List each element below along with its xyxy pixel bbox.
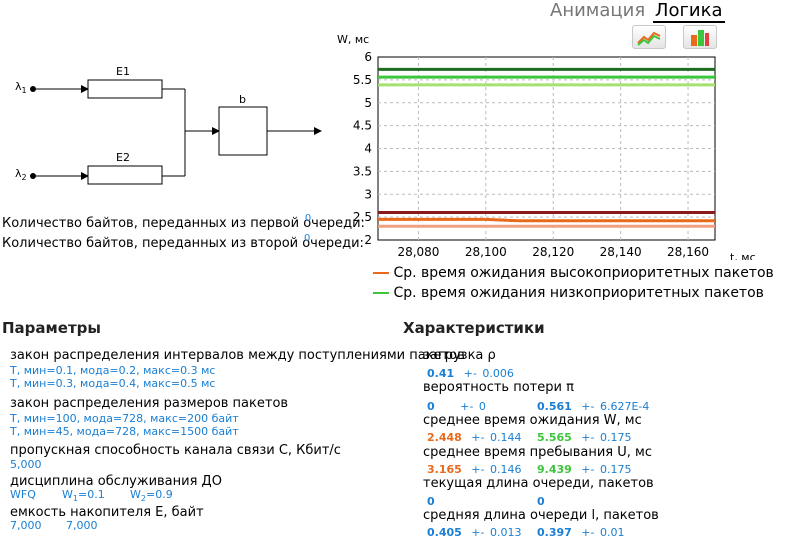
y-tick-label: 5.5 [353,73,372,87]
x-tick-label: 28,080 [397,245,439,259]
wait-time-chart: 2 2.5 3 3.5 4 4.5 5 5.5 6 28,080 28,100 28,120 28,14… [337,33,756,260]
size-law-1: T, мин=100, мода=728, макс=200 байт [10,412,239,425]
tab-logic[interactable]: Логика [652,0,725,23]
bytes-first-queue: Количество байтов, переданных из первой … [2,213,365,231]
stay-label: среднее время пребывания U, мс [423,445,652,460]
x-tick-label: 28,120 [532,245,574,259]
bytes-second-queue: Количество байтов, переданных из второй … [2,233,364,251]
queue-e1-box [87,79,163,99]
y-tick-label: 6 [364,50,372,64]
avg-queue-1: 0.405 +- 0.013 [427,526,522,539]
weight-1: W1=0.1 [62,488,105,504]
bandwidth-label: пропускная способность канала связи C, К… [10,443,341,458]
load-value: 0.41 +- 0.006 [427,367,514,380]
discipline-label: дисциплина обслуживания ДО [10,474,222,489]
arrival-law-2: T, мин=0.3, мода=0.4, макс=0.5 мс [10,377,216,390]
server-box [218,106,268,156]
queue-e1-label: E1 [116,65,130,78]
buffer-value-1: 7,000 [10,519,42,532]
x-tick-label: 28,160 [667,245,709,259]
weight-2: W2=0.9 [130,488,173,504]
size-law-label: закон распределения размеров пакетов [10,396,289,411]
queue-e2-box [87,165,163,185]
bar-chart-button[interactable] [683,25,717,49]
legend-low-swatch [373,292,389,294]
x-tick-label: 28,140 [600,245,642,259]
loss-value-1: 0 +- 0 [427,400,486,413]
server-label: b [239,93,246,106]
x-tick-label: 28,100 [465,245,507,259]
params-title: Параметры [2,319,101,337]
stay-value-1: 3.165 +- 0.146 [427,463,522,476]
wait-value-1: 2.448 +- 0.144 [427,431,522,444]
y-tick-label: 2 [364,233,372,247]
y-tick-label: 5 [364,96,372,110]
chars-title: Характеристики [403,319,545,337]
bytes-second-value: 0 [303,233,311,244]
source-1-dot [30,86,36,92]
load-label: загрузка ρ [423,348,496,363]
bytes-first-value: 0 [304,213,312,224]
y-tick-label: 2.5 [353,210,372,224]
tab-animation[interactable]: Анимация [550,0,646,21]
lambda-1-label: λ1 [15,80,27,96]
queue-diagram [30,79,322,185]
legend-high-swatch [373,272,389,274]
avg-queue-2: 0.397 +- 0.01 [537,526,625,539]
bar-chart-icon [691,30,709,46]
avg-queue-label: средняя длина очереди l, пакетов [423,508,659,523]
size-law-2: T, мин=45, мода=728, макс=1500 байт [10,425,239,438]
stay-value-2: 9.439 +- 0.175 [537,463,632,476]
bandwidth-value: 5,000 [10,458,42,471]
series-line-0 [378,217,715,223]
queue-length-label: текущая длина очереди, пакетов [423,476,654,491]
y-tick-label: 3.5 [353,164,372,178]
queue-length-2: 0 [537,495,545,508]
legend-low-priority: Ср. время ожидания низкоприоритетных пак… [373,285,764,301]
wait-value-2: 5.565 +- 0.175 [537,431,632,444]
loss-label: вероятность потери π [423,380,574,395]
buffer-value-2: 7,000 [66,519,98,532]
arrival-law-1: T, мин=0.1, мода=0.2, макс=0.3 мс [10,364,216,377]
y-axis-label: W, мс [337,33,369,46]
wait-label: среднее время ожидания W, мс [423,413,642,428]
buffer-label: емкость накопителя E, байт [10,505,204,520]
line-chart-button[interactable] [632,25,666,49]
discipline-value: WFQ [10,488,36,501]
arrival-law-label: закон распределения интервалов между пос… [10,348,465,363]
queue-length-1: 0 [427,495,435,508]
source-2-dot [30,173,36,179]
queue-e2-label: E2 [116,151,130,164]
lambda-2-label: λ2 [15,167,27,183]
y-tick-label: 3 [364,187,372,201]
x-axis-label: t, мс [730,251,756,260]
view-tabs: Анимация Логика [548,0,725,23]
y-tick-label: 4 [364,142,372,156]
loss-value-2: 0.561 +- 6.627E-4 [537,400,650,413]
legend-high-priority: Ср. время ожидания высокоприоритетных па… [373,265,774,281]
y-tick-label: 4.5 [353,119,372,133]
line-chart-icon [637,31,661,46]
